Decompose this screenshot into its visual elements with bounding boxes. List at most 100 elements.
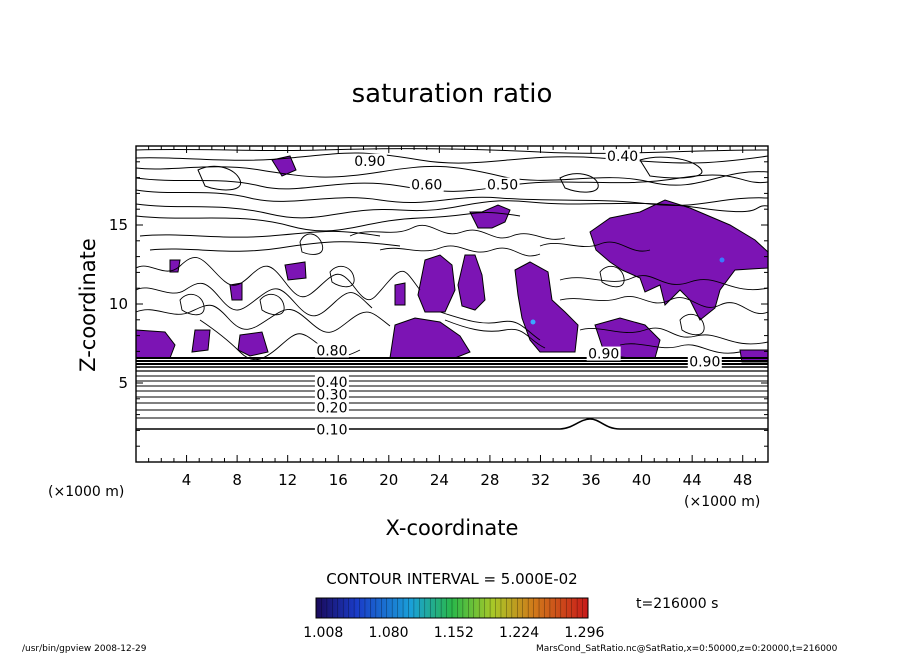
contour-line	[539, 241, 651, 252]
contour-label-bg	[314, 422, 349, 437]
contour-line	[299, 233, 324, 255]
time-label: t=216000 s	[636, 596, 718, 612]
contour-interval: CONTOUR INTERVAL = 5.000E-02	[326, 570, 577, 588]
contour-line	[139, 230, 381, 238]
y-tick-label: 5	[118, 374, 128, 392]
contour-line	[599, 265, 625, 288]
contour-line	[197, 165, 242, 191]
contour-line	[136, 418, 768, 430]
contour-label: 0.30	[316, 388, 347, 404]
colorbar-tick-label: 1.008	[303, 625, 343, 641]
contour-label-bg	[314, 400, 349, 415]
contour-label-bg	[352, 153, 387, 168]
contour-label: 0.90	[588, 347, 619, 363]
x-unit-label: (×1000 m)	[684, 494, 760, 510]
contour-label: 0.20	[316, 400, 347, 416]
contour-line	[136, 152, 768, 164]
contour-line	[559, 173, 599, 193]
contour-label: 0.60	[411, 178, 442, 194]
colorbar-tick-label: 1.152	[434, 625, 474, 641]
x-tick-label: 24	[430, 471, 449, 489]
plot-background	[136, 146, 768, 462]
contour-line	[329, 265, 355, 288]
footer-left: /usr/bin/gpview 2008-12-29	[22, 644, 147, 654]
contour-label-bg	[605, 149, 640, 164]
contour-label: 0.10	[316, 422, 347, 438]
fill-region	[237, 331, 269, 357]
fill-region	[394, 282, 406, 306]
hotspot	[530, 319, 536, 325]
fill-region	[136, 329, 176, 359]
contour-line	[179, 293, 205, 316]
contour-label-bg	[409, 177, 444, 192]
y-tick-label: 15	[109, 216, 128, 234]
contour-label-bg	[687, 354, 722, 369]
upper-contours	[136, 148, 768, 252]
contour-label: 0.40	[316, 375, 347, 391]
contour-label: 0.90	[354, 154, 385, 170]
contour-line	[579, 327, 768, 345]
contour-line	[639, 156, 703, 179]
contour-label-bg	[485, 177, 520, 192]
contour-line	[136, 257, 421, 301]
contour-line	[559, 296, 768, 314]
fill-region	[514, 261, 579, 353]
fill-region	[417, 254, 456, 313]
colorbar-tick-label: 1.296	[564, 625, 604, 641]
contour-line	[136, 165, 768, 186]
x-tick-label: 16	[329, 471, 348, 489]
contour-label: 0.50	[487, 178, 518, 194]
fill-region	[169, 259, 181, 273]
contour-line	[439, 311, 541, 341]
contour-line	[136, 304, 391, 333]
chart-title: saturation ratio	[352, 79, 553, 109]
x-tick-label: 12	[278, 471, 297, 489]
fill-region	[271, 155, 297, 177]
fill-region	[469, 204, 511, 229]
contour-label: 0.40	[607, 149, 638, 165]
contour-labels: 0.100.200.300.400.400.500.600.800.900.90…	[314, 149, 722, 438]
x-tick-label: 32	[531, 471, 550, 489]
contour-line	[349, 224, 566, 240]
contour-label-bg	[314, 375, 349, 389]
x-tick-label: 44	[683, 471, 702, 489]
z-unit-label: (×1000 m)	[48, 484, 124, 500]
contour-line	[136, 212, 521, 232]
x-axis-title: X-coordinate	[386, 516, 519, 540]
colorbar: 1.008 1.080 1.152 1.224 1.296	[303, 597, 604, 641]
lower-contours	[136, 375, 768, 430]
plot-area	[136, 146, 768, 462]
contour-line	[619, 343, 741, 354]
contour-line	[679, 313, 705, 336]
contour-label: 0.80	[316, 343, 347, 359]
x-tick-label: 20	[379, 471, 398, 489]
x-tick-label: 36	[581, 471, 600, 489]
fill-region	[457, 254, 486, 311]
fill-region	[284, 261, 307, 281]
hotspot	[719, 257, 725, 263]
contour-line	[559, 275, 768, 290]
contour-line	[136, 189, 768, 206]
contour-line	[136, 200, 768, 219]
contour-line	[136, 148, 768, 154]
x-tick-label: 8	[232, 471, 242, 489]
contour-label-bg	[586, 346, 621, 361]
contour-line	[136, 282, 373, 317]
colorbar-tick-labels: 1.008 1.080 1.152 1.224 1.296	[303, 625, 604, 641]
x-tick-label: 28	[480, 471, 499, 489]
x-tick-label: 48	[733, 471, 752, 489]
x-tick-label: 4	[182, 471, 192, 489]
dense-band	[136, 357, 768, 372]
colorbar-tick-label: 1.080	[368, 625, 408, 641]
colorbar-ticks	[315, 598, 589, 618]
contour-line	[259, 293, 285, 316]
mid-contours	[136, 224, 768, 361]
x-tick-label: 40	[632, 471, 651, 489]
contour-label-bg	[314, 343, 349, 358]
contour-line	[444, 319, 546, 349]
contour-line	[149, 241, 401, 252]
fill-region	[229, 282, 243, 301]
y-axis-title: Z-coordinate	[76, 238, 100, 372]
